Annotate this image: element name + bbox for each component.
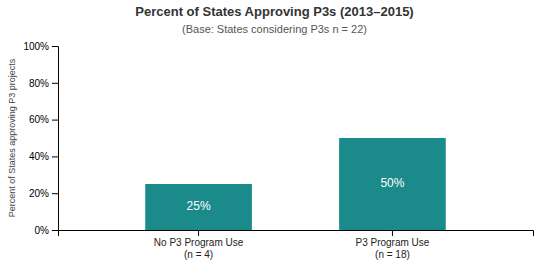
x-tick: P3 Program Use(n = 18) [355,230,429,260]
y-tick-label: 60% [29,114,49,125]
y-tick-label: 40% [29,151,49,162]
title: Percent of States Approving P3s (2013–20… [135,4,413,19]
x-tick-mark [392,230,393,236]
chart: Percent of States Approving P3s (2013–20… [0,0,549,270]
x-tick-label-line: No P3 Program Use [154,237,244,248]
x-axis: No P3 Program Use(n = 4)P3 Program Use(n… [59,230,534,260]
x-tick-label-line: P3 Program Use [355,237,429,248]
x-tick-label-line: (n = 18) [375,249,410,260]
y-tick: 20% [29,188,58,199]
y-tick: 40% [29,151,58,162]
y-tick-mark [52,230,58,231]
y-tick-label: 20% [29,188,49,199]
y-tick-mark [52,156,58,157]
x-axis-line [59,231,534,237]
x-tick-label-line: (n = 4) [184,249,213,260]
bars [145,138,446,230]
bar [145,184,252,230]
plot: 0%20%40%60%80%100%No P3 Program Use(n = … [23,41,533,260]
y-axis-line [52,47,59,231]
y-tick-mark [52,193,58,194]
subtitle: (Base: States considering P3s n = 22) [182,23,367,35]
data-label: 25% [187,199,211,213]
bar [339,138,446,230]
data-labels: 25% 50% [187,176,405,213]
y-tick: 60% [29,114,58,125]
y-tick-label: 0% [35,225,50,236]
y-tick-mark [52,46,58,47]
y-tick: 80% [29,78,58,89]
x-tick-label: No P3 Program Use(n = 4) [154,237,244,260]
y-tick: 100% [23,41,58,52]
y-tick-label: 80% [29,78,49,89]
data-label: 50% [380,176,404,190]
y-axis: 0% 20% 40% 60% 80% 100% [23,41,58,236]
x-tick-label: P3 Program Use(n = 18) [355,237,429,260]
y-tick-mark [52,120,58,121]
y-tick-mark [52,83,58,84]
y-tick-label: 100% [23,41,49,52]
y-tick: 0% [35,225,58,236]
x-tick-mark [198,230,199,236]
y-axis-label: Percent of States approving P3 projects [7,58,17,217]
x-tick: No P3 Program Use(n = 4) [154,230,244,260]
